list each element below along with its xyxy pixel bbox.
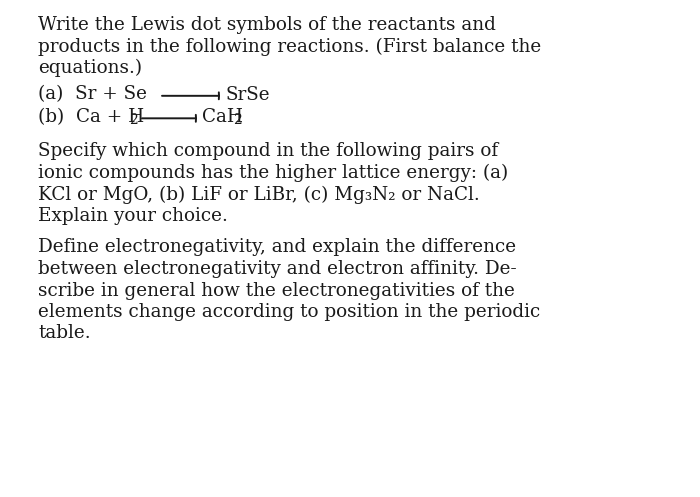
Text: Explain your choice.: Explain your choice. [38, 207, 228, 225]
Text: Write the Lewis dot symbols of the reactants and: Write the Lewis dot symbols of the react… [38, 16, 496, 34]
Text: (a)  Sr + Se: (a) Sr + Se [38, 85, 153, 103]
Text: products in the following reactions. (First balance the: products in the following reactions. (Fi… [38, 37, 541, 56]
Text: between electronegativity and electron affinity. De-: between electronegativity and electron a… [38, 260, 517, 278]
Text: SrSe: SrSe [225, 85, 270, 103]
Text: Specify which compound in the following pairs of: Specify which compound in the following … [38, 143, 498, 161]
Text: (b)  Ca + H: (b) Ca + H [38, 108, 144, 126]
Text: equations.): equations.) [38, 59, 142, 77]
Text: ionic compounds has the higher lattice energy: (a): ionic compounds has the higher lattice e… [38, 164, 508, 182]
Text: KCl or MgO, (b) LiF or LiBr, (c) Mg₃N₂ or NaCl.: KCl or MgO, (b) LiF or LiBr, (c) Mg₃N₂ o… [38, 185, 480, 204]
Text: CaH: CaH [202, 108, 243, 126]
Text: 2: 2 [233, 113, 242, 127]
Text: Define electronegativity, and explain the difference: Define electronegativity, and explain th… [38, 239, 516, 256]
Text: elements change according to position in the periodic: elements change according to position in… [38, 303, 540, 321]
Text: scribe in general how the electronegativities of the: scribe in general how the electronegativ… [38, 281, 515, 300]
Text: table.: table. [38, 325, 90, 342]
Text: 2: 2 [129, 113, 138, 127]
